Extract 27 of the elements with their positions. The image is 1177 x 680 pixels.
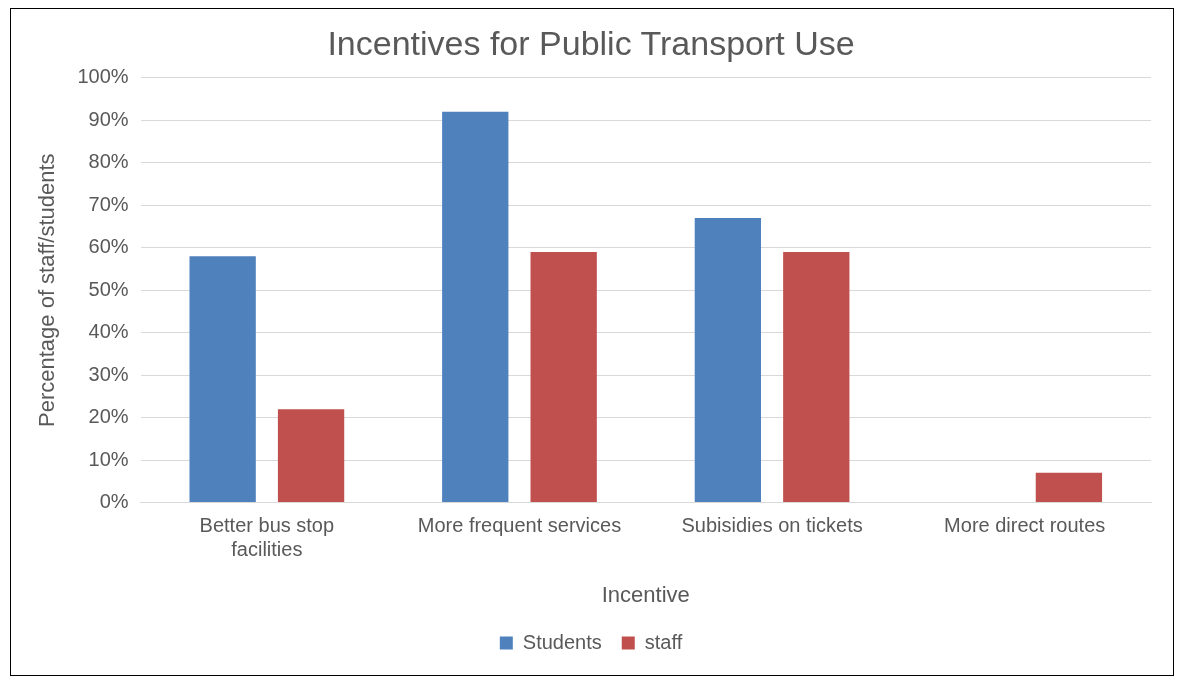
y-tick-label: 70% [88,192,129,215]
y-tick-label: 0% [99,490,129,513]
x-tick-label: Better bus stop facilities [199,514,335,561]
y-tick-label: 50% [88,277,129,300]
bar [783,251,850,503]
x-tick-label: Subisidies on tickets [681,514,863,537]
y-tick-label: 100% [77,65,129,88]
bar [442,111,509,503]
y-tick-label: 80% [88,150,129,173]
y-tick-label: 20% [88,405,129,428]
legend-label: staff [644,630,683,653]
y-tick-label: 60% [88,235,129,258]
y-tick-label: 10% [88,447,129,470]
legend-label: Students [522,630,602,653]
x-axis-title: Incentive [601,581,690,607]
x-tick-label: More direct routes [944,514,1106,537]
bar [277,409,345,503]
bar [1035,472,1103,503]
bar [530,251,597,503]
bar [694,217,762,503]
bar [189,256,256,503]
y-tick-label: 40% [88,320,129,343]
chart-title: Incentives for Public Transport Use [327,23,855,62]
y-tick-label: 30% [88,362,129,385]
x-tick-label: More frequent services [417,514,622,537]
y-tick-label: 90% [88,107,129,130]
y-axis-title: Percentage of staff/students [34,153,60,427]
